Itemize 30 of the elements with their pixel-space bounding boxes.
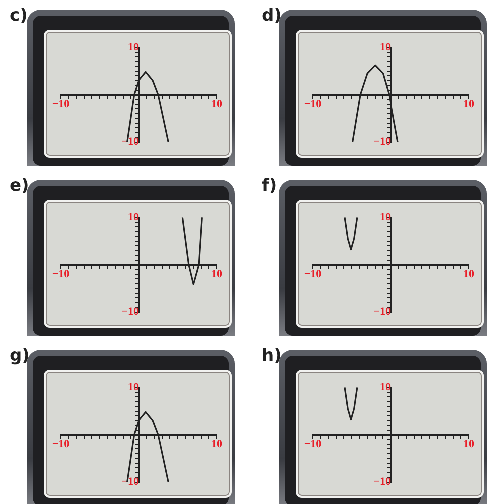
x-tick-label: 10 (212, 438, 223, 450)
x-tick-label: 10 (212, 98, 223, 110)
x-tick-label: −10 (304, 98, 322, 110)
chart-title: h) (262, 346, 282, 366)
y-tick-label: 10 (128, 211, 140, 224)
y-tick-label: 10 (380, 211, 392, 224)
x-tick-label: −10 (52, 98, 70, 110)
y-tick-label: 10 (380, 41, 392, 54)
y-tick-label: 10 (128, 41, 140, 54)
y-tick-label: −10 (122, 306, 140, 318)
chart-title: f) (262, 176, 278, 196)
chart-title: g) (10, 346, 30, 366)
x-tick-label: −10 (52, 438, 70, 450)
y-tick-label: −10 (122, 476, 140, 488)
x-tick-label: 10 (464, 438, 475, 450)
x-tick-label: −10 (304, 438, 322, 450)
x-tick-label: −10 (52, 268, 70, 280)
chart-title: e) (10, 176, 30, 196)
chart-title: d) (262, 6, 282, 26)
x-tick-label: 10 (464, 98, 475, 110)
y-tick-label: −10 (374, 306, 392, 318)
x-tick-label: 10 (464, 268, 475, 280)
y-tick-label: −10 (374, 136, 392, 148)
x-tick-label: 10 (212, 268, 223, 280)
y-tick-label: 10 (380, 381, 392, 394)
x-tick-label: −10 (304, 268, 322, 280)
y-tick-label: 10 (128, 381, 140, 394)
y-tick-label: −10 (122, 136, 140, 148)
chart-title: c) (10, 6, 28, 26)
y-tick-label: −10 (374, 476, 392, 488)
